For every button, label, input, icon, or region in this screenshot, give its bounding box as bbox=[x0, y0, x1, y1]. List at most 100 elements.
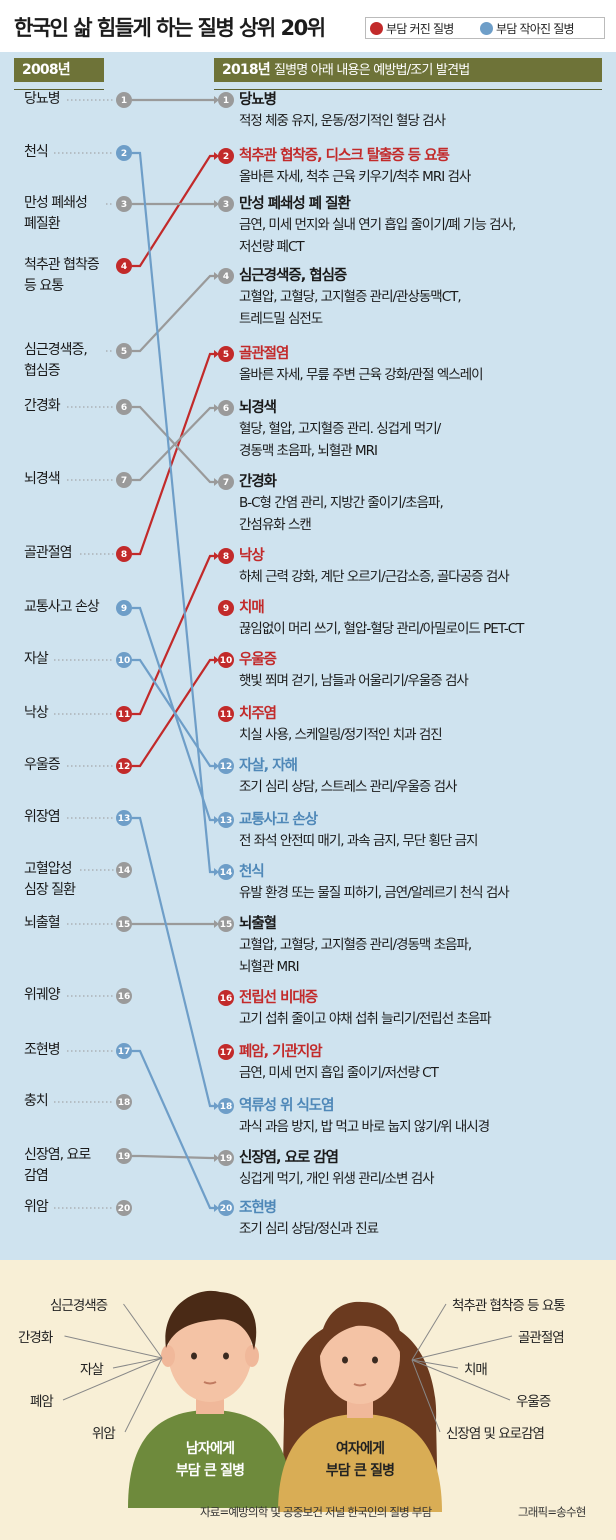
disease-name-2018: 당뇨병 bbox=[239, 92, 277, 108]
arrow-head-icon bbox=[214, 152, 219, 160]
svg-text:13: 13 bbox=[220, 816, 233, 826]
svg-text:12: 12 bbox=[220, 762, 233, 772]
disease-name-2018: 자살, 자해 bbox=[239, 758, 298, 774]
prevention-method: 트레드밀 심전도 bbox=[239, 311, 323, 327]
svg-text:15: 15 bbox=[118, 920, 131, 930]
rank-connector-line bbox=[132, 816, 215, 1108]
men-label: 남자에게 부담 큰 질병 bbox=[150, 1438, 270, 1482]
rank-badge-2008: 11 bbox=[116, 706, 132, 722]
arrow-head-icon bbox=[214, 816, 219, 824]
svg-text:12: 12 bbox=[118, 762, 131, 772]
rank-badge-2008: 12 bbox=[116, 758, 132, 774]
rank-badge-2008: 2 bbox=[116, 145, 132, 161]
disease-name-2008: 우울증 bbox=[24, 757, 61, 773]
prevention-method: 저선량 폐CT bbox=[239, 239, 305, 255]
disease-name-2008: 조현병 bbox=[24, 1042, 61, 1058]
svg-text:4: 4 bbox=[121, 262, 127, 272]
women-disease-item: 척추관 협착증 등 요통 bbox=[452, 1298, 566, 1314]
rank-connector-line bbox=[132, 352, 215, 556]
svg-text:8: 8 bbox=[121, 550, 127, 560]
svg-text:14: 14 bbox=[220, 868, 233, 878]
disease-name-2018: 우울증 bbox=[239, 652, 277, 668]
divider bbox=[214, 89, 602, 90]
rank-connector-line bbox=[132, 658, 215, 768]
women-label: 여자에게 부담 큰 질병 bbox=[300, 1438, 420, 1482]
prevention-method: 뇌혈관 MRI bbox=[239, 959, 300, 975]
svg-text:11: 11 bbox=[220, 710, 233, 720]
prevention-method: 유발 환경 또는 물질 피하기, 금연/알레르기 천식 검사 bbox=[239, 885, 510, 901]
women-disease-item: 치매 bbox=[464, 1362, 488, 1378]
women-disease-item: 우울증 bbox=[516, 1394, 551, 1410]
rank-badge-2018: 3 bbox=[218, 196, 234, 212]
rank-badge-2018: 7 bbox=[218, 474, 234, 490]
rank-badge-2018: 16 bbox=[218, 990, 234, 1006]
women-label-line: 부담 큰 질병 bbox=[325, 1463, 395, 1479]
prevention-method: 적정 체중 유지, 운동/정기적인 혈당 검사 bbox=[239, 113, 446, 129]
woman-body-icon bbox=[278, 1414, 442, 1512]
legend-label-down: 부담 작아진 질병 bbox=[496, 22, 575, 36]
men-disease-item: 폐암 bbox=[30, 1394, 54, 1410]
column-header-2018: 2018년 질병명 아래 내용은 예방법/조기 발견법 bbox=[214, 58, 602, 82]
women-disease-item: 골관절염 bbox=[518, 1330, 565, 1346]
disease-name-2018: 낙상 bbox=[239, 548, 265, 564]
men-disease-item: 간경화 bbox=[18, 1330, 53, 1346]
pointer-line bbox=[62, 1357, 163, 1401]
disease-name-2008: 척추관 협착증 등 요통 bbox=[24, 257, 100, 294]
svg-text:3: 3 bbox=[223, 200, 229, 210]
prevention-method: 조기 심리 상담, 스트레스 관리/우울증 검사 bbox=[239, 779, 457, 795]
disease-name-2008: 천식 bbox=[24, 144, 49, 160]
rank-badge-2018: 18 bbox=[218, 1098, 234, 1114]
column-label-2008: 2008년 bbox=[22, 62, 71, 78]
arrow-head-icon bbox=[214, 478, 219, 486]
svg-text:8: 8 bbox=[223, 552, 229, 562]
svg-text:17: 17 bbox=[118, 1047, 131, 1057]
disease-name-2008: 간경화 bbox=[24, 398, 61, 414]
women-pointer-lines bbox=[411, 1303, 513, 1433]
pointer-line bbox=[123, 1303, 163, 1359]
prevention-method: 올바른 자세, 척추 근육 키우기/척추 MRI 검사 bbox=[239, 169, 471, 185]
disease-name-2008: 위장염 bbox=[24, 809, 61, 825]
pointer-line bbox=[411, 1303, 447, 1361]
disease-name-2008: 뇌경색 bbox=[24, 471, 61, 487]
svg-text:6: 6 bbox=[121, 403, 127, 413]
svg-text:9: 9 bbox=[121, 604, 127, 614]
svg-text:10: 10 bbox=[118, 656, 131, 666]
header: 한국인 삶 힘들게 하는 질병 상위 20위 부담 커진 질병 부담 작아진 질… bbox=[0, 0, 616, 52]
arrow-head-icon bbox=[214, 96, 219, 104]
disease-name-2008: 위궤양 bbox=[24, 987, 61, 1003]
disease-name-2018: 만성 폐쇄성 폐 질환 bbox=[239, 196, 351, 212]
rank-connector-line bbox=[132, 658, 215, 768]
men-disease-item: 심근경색증 bbox=[50, 1298, 108, 1314]
disease-name-2018: 조현병 bbox=[239, 1200, 277, 1216]
rank-connector-line bbox=[132, 554, 215, 716]
prevention-method: 조기 심리 상담/정신과 진료 bbox=[239, 1221, 379, 1237]
svg-text:6: 6 bbox=[223, 404, 229, 414]
disease-name-2008: 충치 bbox=[24, 1093, 49, 1109]
legend-item-up: 부담 커진 질병 bbox=[370, 20, 454, 37]
disease-name-2008: 낙상 bbox=[24, 705, 49, 721]
disease-name-2018: 척추관 협착증, 디스크 탈출증 등 요통 bbox=[239, 148, 450, 164]
rank-badge-2008: 19 bbox=[116, 1148, 132, 1164]
disease-name-2018: 전립선 비대증 bbox=[239, 990, 318, 1006]
prevention-method: 싱겁게 먹기, 개인 위생 관리/소변 검사 bbox=[239, 1171, 435, 1187]
pointer-line bbox=[112, 1357, 163, 1369]
disease-name-2008: 교통사고 손상 bbox=[24, 599, 100, 615]
disease-name-2008: 만성 폐쇄성 폐질환 bbox=[24, 195, 88, 232]
svg-text:14: 14 bbox=[118, 866, 131, 876]
rank-badge-2008: 1 bbox=[116, 92, 132, 108]
disease-name-2008: 심근경색증, 협심증 bbox=[24, 342, 88, 379]
rank-badge-2008: 17 bbox=[116, 1043, 132, 1059]
prevention-method: 치실 사용, 스케일링/정기적인 치과 검진 bbox=[239, 727, 443, 743]
rank-badge-2018: 12 bbox=[218, 758, 234, 774]
prevention-method: 고기 섭취 줄이고 야채 섭취 늘리기/전립선 초음파 bbox=[239, 1011, 492, 1027]
svg-text:3: 3 bbox=[121, 200, 127, 210]
men-pointer-lines bbox=[62, 1303, 163, 1433]
rank-badge-2018: 19 bbox=[218, 1150, 234, 1166]
man-body-icon bbox=[128, 1410, 292, 1508]
blue-dot-icon bbox=[480, 22, 493, 35]
disease-name-2008: 고혈압성 심장 질환 bbox=[24, 861, 76, 898]
disease-name-2018: 신장염, 요로 감염 bbox=[239, 1150, 339, 1166]
rank-badge-2018: 1 bbox=[218, 92, 234, 108]
svg-text:20: 20 bbox=[220, 1204, 233, 1214]
disease-name-2018: 치주염 bbox=[239, 706, 277, 722]
